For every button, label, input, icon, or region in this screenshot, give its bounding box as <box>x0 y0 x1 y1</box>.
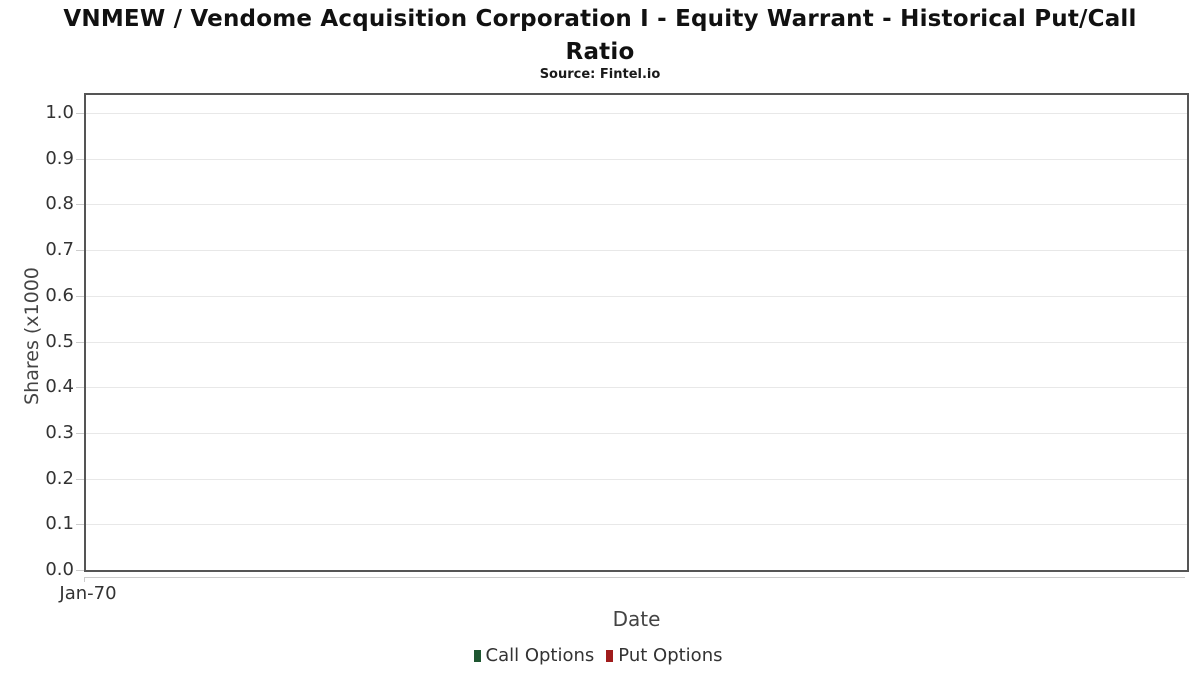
y-tick-mark-1.0 <box>76 113 84 114</box>
y-tick-label-1.0: 1.0 <box>45 102 74 123</box>
y-tick-label-0.5: 0.5 <box>45 331 74 352</box>
y-tick-label-0.1: 0.1 <box>45 513 74 534</box>
y-tick-mark-0.7 <box>76 250 84 251</box>
y-tick-mark-0.6 <box>76 296 84 297</box>
legend-marker-icon <box>473 650 481 662</box>
y-tick-mark-0.9 <box>76 159 84 160</box>
y-tick-mark-0.3 <box>76 433 84 434</box>
x-axis-title: Date <box>612 607 661 631</box>
gridline-y-0.1 <box>86 524 1187 525</box>
gridline-y-0.2 <box>86 479 1187 480</box>
x-axis-line <box>84 577 1185 578</box>
legend: Call Options Put Options <box>0 646 1196 666</box>
y-tick-mark-0.8 <box>76 204 84 205</box>
gridline-y-0.3 <box>86 433 1187 434</box>
chart-title: VNMEW / Vendome Acquisition Corporation … <box>20 3 1180 69</box>
y-tick-mark-0.1 <box>76 524 84 525</box>
y-tick-label-0.3: 0.3 <box>45 422 74 443</box>
plot-area <box>84 93 1189 572</box>
gridline-y-0.6 <box>86 296 1187 297</box>
y-tick-label-0.7: 0.7 <box>45 239 74 260</box>
y-tick-label-0.2: 0.2 <box>45 468 74 489</box>
y-tick-label-0.8: 0.8 <box>45 193 74 214</box>
gridline-y-0.5 <box>86 342 1187 343</box>
gridline-y-1.0 <box>86 113 1187 114</box>
gridline-y-0.4 <box>86 387 1187 388</box>
legend-label: Put Options <box>618 645 723 666</box>
y-axis-title: Shares (x1000 <box>21 267 43 405</box>
gridline-y-0.9 <box>86 159 1187 160</box>
gridline-y-0.7 <box>86 250 1187 251</box>
chart-source-label: Source: Fintel.io <box>539 67 661 82</box>
y-tick-mark-0.4 <box>76 387 84 388</box>
y-tick-label-0.6: 0.6 <box>45 285 74 306</box>
legend-item-call-options[interactable]: Call Options <box>473 645 595 666</box>
y-tick-label-0.9: 0.9 <box>45 148 74 169</box>
gridline-y-0.8 <box>86 204 1187 205</box>
y-tick-mark-0.5 <box>76 342 84 343</box>
legend-item-put-options[interactable]: Put Options <box>606 646 722 666</box>
x-tick-mark <box>84 577 85 582</box>
x-tick-label: Jan-70 <box>59 583 117 604</box>
legend-label: Call Options <box>485 645 595 666</box>
y-tick-label-0.0: 0.0 <box>45 559 74 580</box>
chart-title-line2: Ratio <box>565 39 635 65</box>
y-tick-label-0.4: 0.4 <box>45 376 74 397</box>
legend-marker-icon <box>606 650 614 662</box>
y-tick-mark-0.2 <box>76 479 84 480</box>
chart-title-line1: VNMEW / Vendome Acquisition Corporation … <box>63 6 1137 32</box>
y-tick-mark-0.0 <box>76 570 84 571</box>
